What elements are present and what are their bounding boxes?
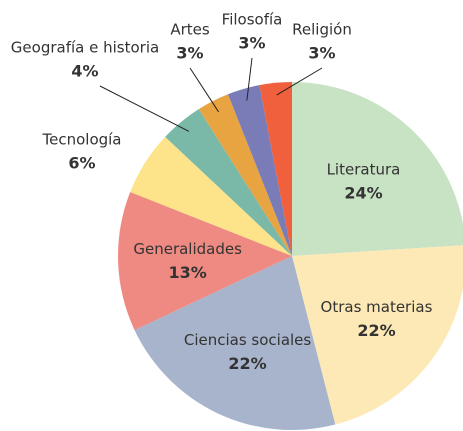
slice-value-label: 13% bbox=[169, 263, 207, 282]
slice-value-label: 22% bbox=[357, 321, 395, 340]
slice-value-label: 3% bbox=[308, 44, 335, 63]
slice-value-label: 22% bbox=[228, 354, 266, 373]
slice-label: Religión bbox=[292, 21, 352, 39]
leader-line bbox=[99, 85, 190, 132]
pie-slice bbox=[118, 191, 292, 331]
pie-slice bbox=[165, 109, 292, 256]
slice-label: Artes bbox=[170, 21, 210, 39]
pie-slice bbox=[292, 82, 463, 256]
slice-label: Filosofía bbox=[222, 11, 283, 29]
pie-slice bbox=[134, 256, 336, 430]
slice-label: Otras materias bbox=[321, 298, 433, 316]
pie-slice bbox=[198, 94, 292, 256]
leader-line bbox=[246, 57, 253, 101]
slice-label: Ciencias sociales bbox=[184, 331, 312, 349]
pie-slice bbox=[227, 85, 292, 256]
leader-line bbox=[189, 67, 219, 113]
slice-label: Literatura bbox=[327, 160, 401, 178]
slice-value-label: 3% bbox=[238, 34, 265, 53]
leader-line bbox=[276, 67, 323, 96]
slice-label: Geografía e historia bbox=[11, 39, 159, 57]
slice-value-label: 6% bbox=[68, 154, 95, 173]
slice-value-label: 4% bbox=[71, 62, 98, 81]
slice-value-label: 3% bbox=[176, 44, 203, 63]
slice-label: Tecnología bbox=[42, 131, 122, 149]
pie-slice bbox=[292, 245, 463, 425]
slice-value-label: 24% bbox=[344, 183, 382, 202]
slice-label: Generalidades bbox=[133, 240, 242, 258]
pie-slice bbox=[130, 136, 292, 256]
pie-slice bbox=[259, 82, 292, 256]
